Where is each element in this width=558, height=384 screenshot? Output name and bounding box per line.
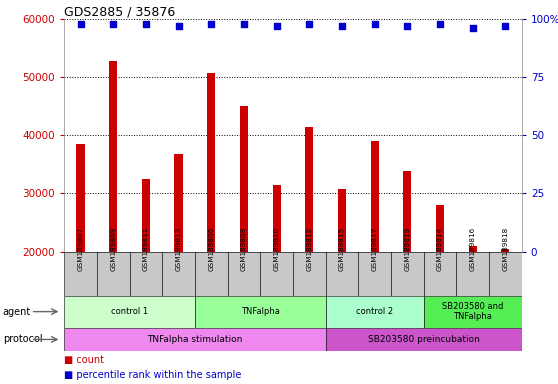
Text: GSM189813: GSM189813: [176, 227, 181, 271]
Bar: [489, 252, 522, 296]
Bar: [326, 328, 522, 351]
Point: [174, 23, 183, 29]
Text: GSM189818: GSM189818: [502, 227, 508, 271]
Text: TNFalpha: TNFalpha: [241, 307, 280, 316]
Bar: [195, 252, 228, 296]
Point: [338, 23, 347, 29]
Bar: [129, 252, 162, 296]
Bar: [272, 185, 281, 367]
Bar: [469, 246, 477, 367]
Bar: [326, 252, 358, 296]
Bar: [424, 296, 522, 328]
Text: agent: agent: [3, 306, 31, 317]
Bar: [305, 127, 314, 367]
Bar: [64, 328, 326, 351]
Point: [272, 23, 281, 29]
Text: GSM189808: GSM189808: [241, 227, 247, 271]
Point: [370, 21, 379, 27]
Bar: [97, 252, 129, 296]
Text: TNFalpha stimulation: TNFalpha stimulation: [147, 335, 243, 344]
Bar: [240, 106, 248, 367]
Text: GSM189817: GSM189817: [372, 227, 378, 271]
Bar: [207, 73, 215, 367]
Bar: [501, 248, 509, 367]
Text: GSM189806: GSM189806: [208, 227, 214, 271]
Bar: [109, 61, 117, 367]
Bar: [424, 252, 456, 296]
Point: [305, 21, 314, 27]
Text: GSM189814: GSM189814: [437, 227, 443, 271]
Bar: [391, 252, 424, 296]
Text: control 2: control 2: [356, 307, 393, 316]
Bar: [195, 296, 326, 328]
Bar: [76, 144, 85, 367]
Bar: [338, 189, 346, 367]
Point: [501, 23, 510, 29]
Text: ■ count: ■ count: [64, 356, 104, 366]
Text: SB203580 and
TNFalpha: SB203580 and TNFalpha: [442, 302, 503, 321]
Bar: [64, 252, 97, 296]
Bar: [162, 252, 195, 296]
Text: GSM189819: GSM189819: [405, 227, 410, 271]
Text: ■ percentile rank within the sample: ■ percentile rank within the sample: [64, 370, 242, 380]
Text: GSM189810: GSM189810: [273, 227, 280, 271]
Text: control 1: control 1: [111, 307, 148, 316]
Text: SB203580 preincubation: SB203580 preincubation: [368, 335, 480, 344]
Bar: [371, 141, 379, 367]
Bar: [175, 154, 182, 367]
Point: [436, 21, 445, 27]
Bar: [403, 171, 411, 367]
Text: protocol: protocol: [3, 334, 42, 344]
Bar: [228, 252, 260, 296]
Bar: [142, 179, 150, 367]
Text: GSM189815: GSM189815: [339, 227, 345, 271]
Text: GSM189807: GSM189807: [78, 227, 84, 271]
Text: GDS2885 / 35876: GDS2885 / 35876: [64, 5, 175, 18]
Bar: [326, 296, 424, 328]
Point: [403, 23, 412, 29]
Bar: [293, 252, 326, 296]
Bar: [64, 296, 195, 328]
Point: [141, 21, 150, 27]
Text: GSM189812: GSM189812: [306, 227, 312, 271]
Text: GSM189809: GSM189809: [110, 227, 116, 271]
Point: [76, 21, 85, 27]
Point: [109, 21, 118, 27]
Point: [239, 21, 248, 27]
Bar: [358, 252, 391, 296]
Point: [468, 25, 477, 31]
Point: [207, 21, 216, 27]
Text: GSM189816: GSM189816: [470, 227, 476, 271]
Bar: [436, 205, 444, 367]
Text: GSM189811: GSM189811: [143, 227, 149, 271]
Bar: [456, 252, 489, 296]
Bar: [260, 252, 293, 296]
